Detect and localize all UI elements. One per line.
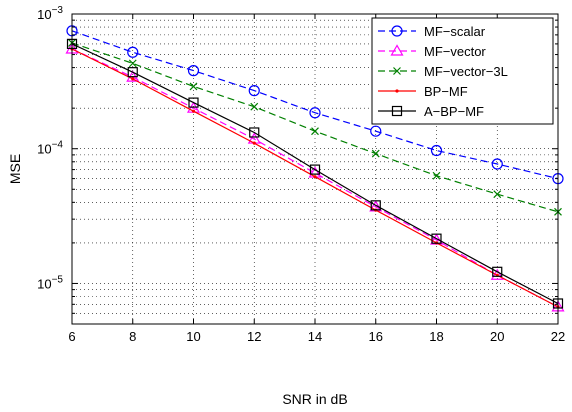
data-point-mf-scalar — [309, 107, 321, 119]
data-point-a-bp-mf — [127, 67, 138, 78]
data-point-mf-vector-3l — [128, 59, 137, 68]
data-point-a-bp-mf — [431, 233, 442, 244]
legend-item-mf-vector: MF−vector — [378, 44, 486, 59]
data-point-mf-scalar — [187, 65, 200, 77]
series-line-mf-vector — [71, 48, 559, 308]
data-point-bp-mf — [131, 77, 135, 81]
data-point-mf-scalar — [430, 144, 443, 157]
axis-ticks: 6 8 10 12 14 16 18 20 22 10−3 10−4 10−5 — [37, 5, 565, 344]
series-line-mf-scalar — [71, 30, 559, 180]
x-tick-label: 14 — [308, 329, 322, 344]
data-point-bp-mf — [252, 141, 256, 145]
legend-marker — [395, 89, 399, 93]
legend-label: MF−vector−3L — [424, 64, 508, 79]
x-tick-label: 12 — [247, 329, 261, 344]
data-point-a-bp-mf — [370, 200, 381, 211]
legend-item-bp-mf: BP−MF — [378, 84, 468, 99]
y-tick-label: 10−3 — [37, 5, 63, 22]
legend-label: MF−vector — [424, 44, 486, 59]
data-series — [65, 25, 565, 312]
legend-label: BP−MF — [424, 84, 468, 99]
x-axis-label: SNR in dB — [282, 391, 347, 407]
data-point-mf-vector — [490, 268, 504, 280]
series-a-bp-mf — [66, 38, 564, 309]
data-point-a-bp-mf — [492, 266, 503, 277]
legend-label: A−BP−MF — [424, 104, 484, 119]
data-point-mf-scalar — [127, 46, 139, 58]
data-point-mf-scalar — [370, 125, 382, 137]
data-point-mf-vector-3l — [432, 171, 441, 180]
legend-label: MF−scalar — [424, 24, 486, 39]
legend-marker — [391, 105, 403, 117]
data-point-mf-vector-3l — [493, 190, 502, 199]
data-point-bp-mf — [191, 109, 196, 113]
x-tick-label: 20 — [490, 329, 504, 344]
x-tick-label: 10 — [186, 329, 200, 344]
legend-item-mf-scalar: MF−scalar — [378, 24, 486, 39]
data-point-a-bp-mf — [188, 97, 199, 108]
legend-marker — [391, 25, 403, 37]
legend-marker — [393, 67, 401, 75]
y-tick-label: 10−5 — [37, 274, 63, 291]
y-axis-label: MSE — [7, 154, 23, 184]
grid-lines — [72, 14, 558, 324]
data-point-mf-vector-3l — [371, 149, 380, 158]
data-point-a-bp-mf — [309, 164, 321, 175]
x-tick-label: 16 — [369, 329, 383, 344]
data-point-bp-mf — [313, 175, 317, 179]
data-point-mf-scalar — [248, 85, 260, 97]
legend-marker — [390, 44, 404, 56]
legend: MF−scalar MF−vector MF−vector−3L BP−MF A−BP−… — [371, 17, 554, 125]
legend-item-a-bp-mf: A−BP−MF — [378, 104, 484, 119]
x-tick-label: 8 — [129, 329, 136, 344]
series-mf-scalar — [66, 25, 564, 185]
data-point-mf-vector-3l — [311, 127, 319, 136]
x-tick-label: 6 — [68, 329, 75, 344]
legend-item-mf-vector-3l: MF−vector−3L — [378, 64, 508, 79]
data-point-mf-scalar — [491, 158, 503, 170]
data-point-mf-vector-3l — [250, 102, 259, 111]
data-point-mf-vector-3l — [189, 82, 198, 91]
x-tick-label: 22 — [551, 329, 565, 344]
y-tick-label: 10−4 — [37, 140, 63, 157]
x-tick-label: 18 — [429, 329, 443, 344]
series-line-a-bp-mf — [71, 43, 559, 305]
data-point-a-bp-mf — [249, 127, 260, 138]
